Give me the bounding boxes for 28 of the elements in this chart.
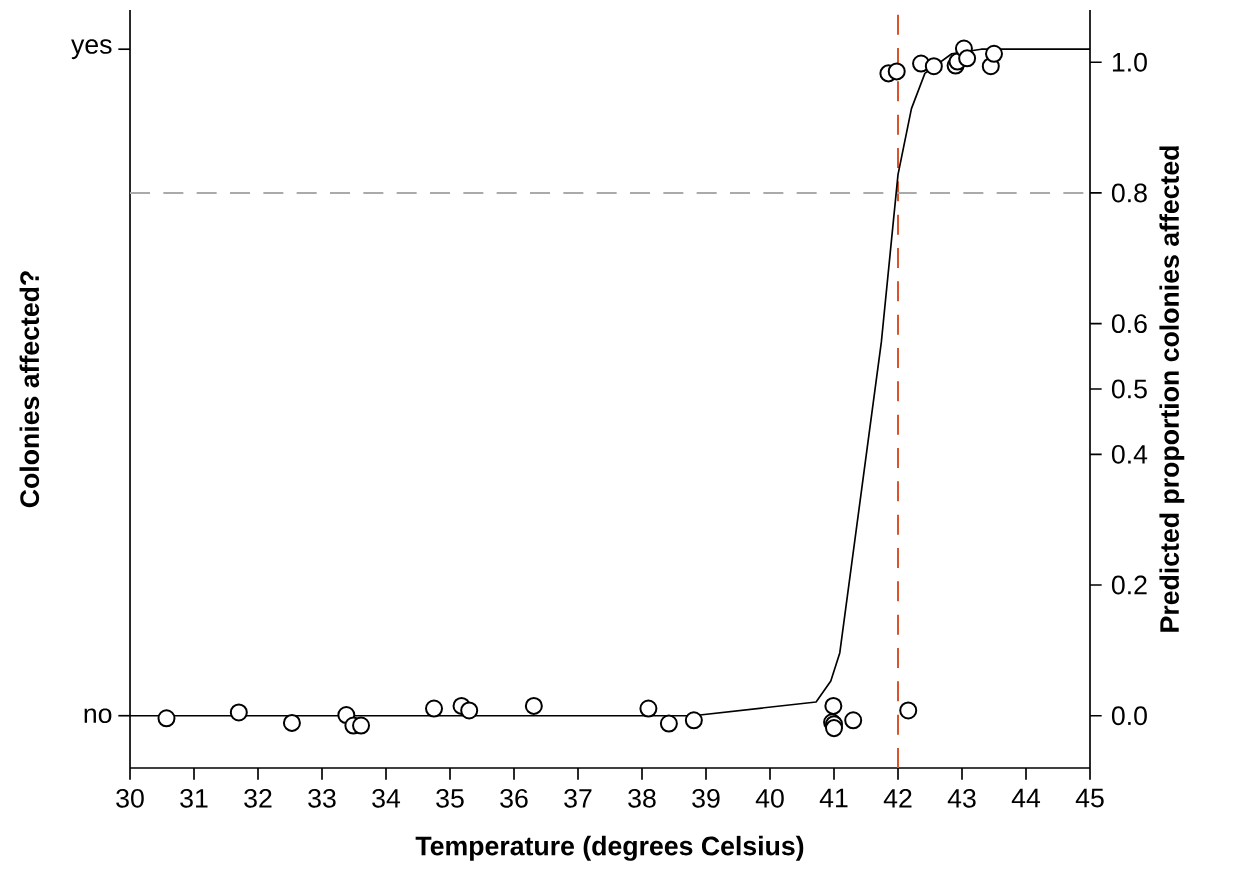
y-tick-label: 0.0: [1111, 706, 1147, 726]
y-tick-label: 0.8: [1111, 183, 1147, 203]
x-tick-label: 38: [628, 788, 656, 808]
y-axis-title: Predicted proportion colonies affected: [1159, 146, 1185, 632]
x-tick-label: 36: [500, 788, 528, 808]
x-tick-label: 31: [180, 788, 208, 808]
x-tick-label: 39: [692, 788, 720, 808]
x-tick-label: 44: [1011, 788, 1041, 808]
x-tick-label: 37: [564, 788, 592, 808]
x-tick-label: 33: [308, 788, 336, 808]
x-tick-label: 43: [947, 788, 976, 808]
y2-axis-title: Colonies affected?: [19, 271, 40, 508]
y-tick-label: 0.2: [1111, 575, 1147, 595]
x-tick-label: 34: [372, 788, 401, 808]
x-tick-label: 40: [755, 788, 784, 808]
y-tick-label: 0.6: [1111, 314, 1147, 334]
y-tick-label: 0.4: [1111, 444, 1148, 464]
text: no: [84, 708, 112, 724]
x-tick-label: 32: [244, 788, 272, 808]
text: yes: [71, 39, 112, 60]
x-tick-label: 41: [819, 788, 848, 808]
x-tick-label: 42: [883, 788, 912, 808]
x-axis-title: Temperature (degrees Celsius): [415, 835, 804, 861]
x-tick-label: 45: [1075, 788, 1104, 808]
x-tick-label: 35: [436, 788, 464, 808]
y-tick-label: 0.5: [1111, 379, 1147, 399]
y-tick-label: 1.0: [1112, 52, 1147, 72]
x-tick-label: 30: [116, 788, 144, 808]
